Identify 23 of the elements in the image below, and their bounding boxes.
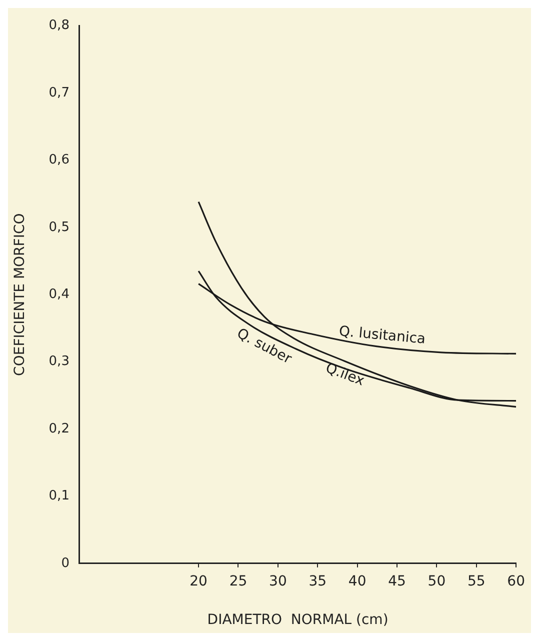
x-tick-label: 30 (269, 573, 287, 590)
x-tick-label: 45 (388, 573, 406, 590)
text: Q. lusitanica (338, 323, 426, 348)
y-tick-label: 0,7 (48, 85, 70, 100)
y-tick-label: 0,8 (48, 18, 70, 34)
x-axis-title: DIAMETRO NORMAL (cm) (207, 612, 388, 628)
x-tick-label: 50 (428, 573, 446, 590)
line-series (198, 201, 516, 408)
y-tick-label: 0,1 (48, 488, 70, 504)
y-tick-label: 0,5 (48, 220, 70, 235)
y-tick-label: 0,6 (48, 152, 70, 168)
x-tick-label: 25 (229, 573, 248, 590)
x-tick-label: 55 (467, 573, 486, 590)
y-tick-label: 0 (61, 556, 70, 571)
x-tick-label: 60 (507, 573, 526, 590)
text: Q. suber (234, 325, 294, 368)
x-tick-label: 20 (190, 573, 208, 590)
x-tick-label: 35 (308, 573, 327, 590)
y-tick-label: 0,3 (48, 354, 70, 370)
y-tick-label: 0,4 (48, 286, 70, 302)
y-tick-label: 0,2 (48, 421, 70, 436)
x-tick-label: 40 (348, 573, 366, 590)
y-axis-title: COEFICIENTE MORFICO (12, 213, 28, 376)
